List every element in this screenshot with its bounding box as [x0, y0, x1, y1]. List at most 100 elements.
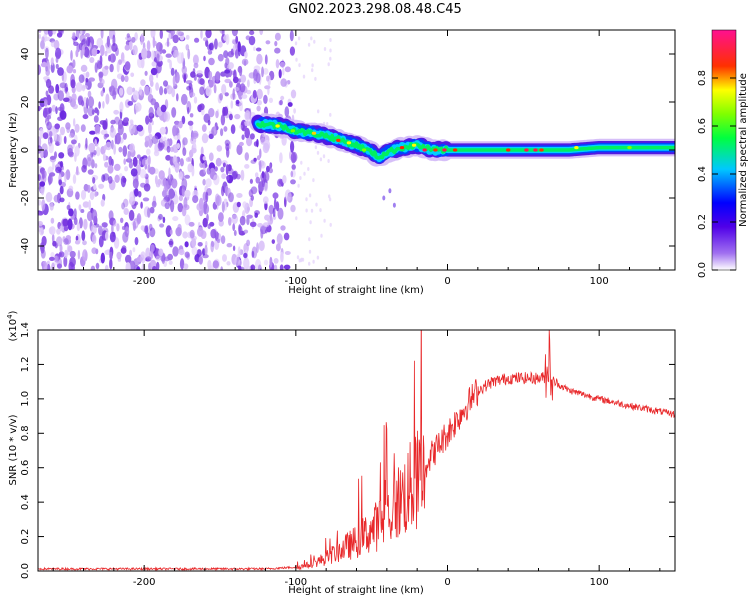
noise-cell	[212, 260, 219, 269]
y-tick-label: 1.0	[20, 391, 31, 407]
noise-cell	[109, 63, 114, 73]
heatmap-layer	[38, 30, 675, 270]
noise-cell	[104, 65, 109, 70]
noise-cell	[217, 41, 223, 48]
noise-cell	[72, 103, 78, 110]
noise-cell	[230, 100, 234, 109]
noise-cell	[58, 179, 62, 186]
noise-cell	[289, 46, 295, 56]
noise-cell	[95, 262, 100, 270]
noise-cell	[246, 216, 250, 226]
noise-cell	[104, 161, 109, 168]
noise-cell	[287, 102, 293, 107]
noise-cell	[181, 93, 188, 106]
noise-cell	[55, 106, 58, 115]
noise-cell	[312, 259, 315, 264]
noise-cell	[74, 145, 80, 157]
noise-cell	[91, 159, 95, 169]
noise-cell	[273, 258, 279, 264]
noise-cell	[246, 136, 253, 147]
noise-cell	[243, 229, 249, 234]
noise-cell	[40, 241, 45, 254]
noise-cell	[105, 93, 110, 105]
noise-cell	[201, 133, 209, 144]
noise-cell	[236, 193, 243, 198]
x-tick-label: 0	[444, 276, 450, 287]
ridge-hotspot	[627, 146, 632, 150]
noise-cell	[239, 83, 246, 93]
noise-cell	[322, 154, 326, 159]
noise-cell	[243, 120, 251, 127]
noise-cell	[98, 101, 101, 109]
noise-cell	[124, 61, 131, 71]
noise-cell	[151, 135, 159, 145]
noise-cell	[261, 66, 264, 78]
noise-cell	[59, 225, 64, 232]
noise-cell	[208, 42, 214, 51]
noise-cell	[121, 202, 125, 210]
noise-cell	[82, 249, 88, 262]
noise-cell	[43, 99, 48, 107]
noise-cell	[148, 166, 156, 175]
noise-cell	[295, 57, 298, 62]
noise-cell	[132, 220, 136, 231]
noise-cell	[207, 49, 211, 55]
noise-cell	[85, 71, 90, 78]
noise-cell	[279, 61, 286, 68]
noise-cell	[230, 124, 236, 135]
noise-cell	[124, 166, 129, 172]
noise-cell	[70, 79, 76, 89]
noise-cell	[122, 145, 128, 158]
y-tick-label: 40	[20, 48, 31, 61]
noise-cell	[201, 124, 207, 132]
y-tick-label: 0.4	[20, 494, 31, 510]
noise-cell	[161, 49, 167, 54]
noise-cell	[240, 121, 245, 131]
noise-cell	[255, 47, 262, 52]
noise-cell	[118, 146, 123, 153]
noise-cell	[38, 211, 41, 216]
noise-cell	[73, 217, 78, 226]
noise-cell	[117, 124, 124, 136]
noise-cell	[132, 247, 136, 253]
noise-cell	[208, 152, 214, 162]
noise-cell	[213, 174, 220, 186]
noise-cell	[123, 158, 126, 165]
noise-cell	[131, 36, 136, 43]
noise-cell	[112, 34, 116, 47]
noise-cell	[68, 185, 74, 192]
noise-cell	[182, 137, 188, 146]
noise-cell	[141, 158, 149, 167]
noise-cell	[191, 238, 197, 248]
noise-cell	[189, 113, 194, 118]
noise-cell	[93, 115, 99, 123]
noise-cell	[268, 97, 273, 104]
noise-cell	[172, 216, 179, 222]
noise-cell	[130, 72, 135, 78]
noise-cell	[89, 191, 95, 201]
noise-cell	[210, 228, 217, 239]
noise-cell	[146, 148, 151, 156]
noise-cell	[194, 37, 200, 43]
noise-cell	[168, 240, 174, 246]
noise-cell	[142, 197, 150, 202]
noise-cell	[290, 151, 298, 163]
noise-cell	[237, 246, 241, 258]
noise-cell	[128, 161, 133, 169]
noise-cell	[52, 160, 55, 170]
noise-cell	[89, 57, 95, 63]
noise-cell	[244, 127, 250, 139]
noise-cell	[231, 38, 236, 44]
noise-cell	[182, 207, 187, 217]
noise-cell	[244, 164, 250, 169]
noise-cell	[290, 204, 296, 213]
snr-axes: -200 -100 0 100 0.0 0.2 0.4 0.6 0.8 1.0 1.2 1.4	[20, 322, 675, 588]
noise-cell	[282, 175, 287, 184]
noise-cell	[237, 65, 243, 74]
noise-cell	[226, 175, 230, 181]
noise-cell	[38, 199, 42, 206]
noise-cell	[284, 106, 290, 118]
noise-cell	[146, 40, 151, 51]
noise-cell	[250, 264, 256, 270]
y-tick-label: 0.0	[20, 563, 31, 579]
